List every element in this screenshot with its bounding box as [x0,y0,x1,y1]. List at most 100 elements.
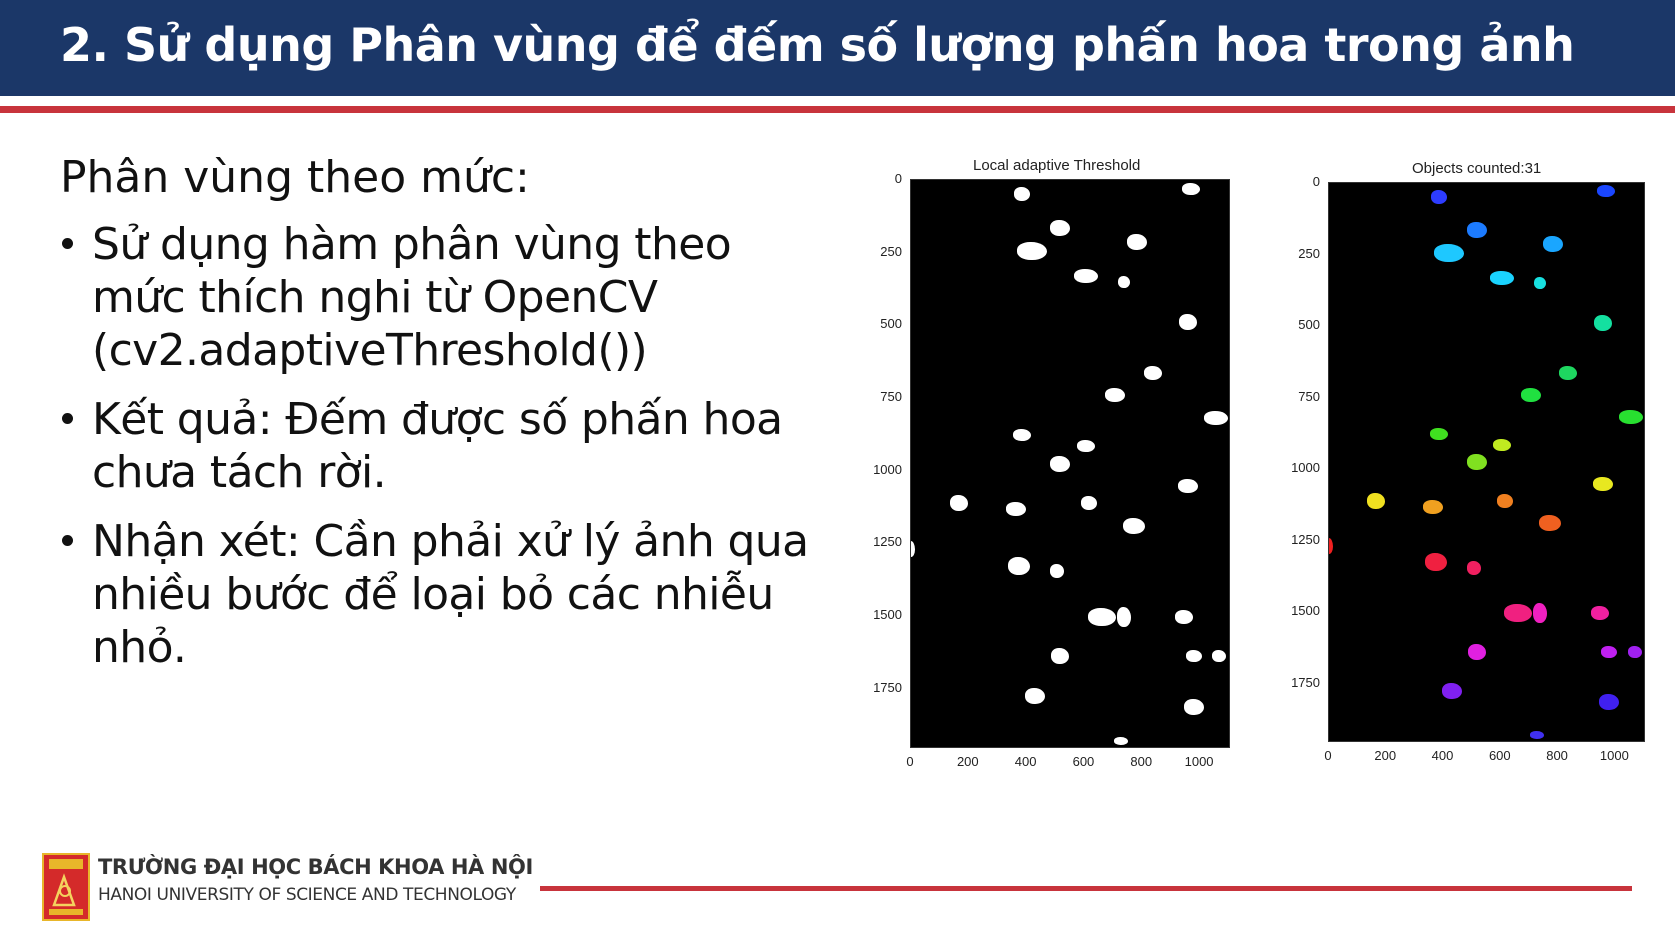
pollen-blob [1175,609,1194,624]
title-divider-white [0,96,1675,106]
pollen-blob [1559,365,1578,380]
y-tick-label: 750 [880,389,902,405]
pollen-blob [1178,313,1197,330]
pollen-blob [1122,517,1145,534]
pollen-blob [1534,277,1547,290]
pollen-blob [1143,365,1162,380]
bullet-line: mức thích nghi từ OpenCV [92,272,658,323]
pollen-blob [1422,499,1443,514]
y-tick-label: 1000 [873,461,902,477]
university-name-vi: TRƯỜNG ĐẠI HỌC BÁCH KHOA HÀ NỘI [98,855,533,879]
pollen-blob [1186,650,1203,663]
y-tick-label: 1250 [873,534,902,550]
y-tick-label: 1750 [1291,674,1320,690]
y-tick-label: 500 [1298,317,1320,333]
y-tick-label: 0 [894,171,902,186]
pollen-blob [1204,411,1229,426]
bullet-item: Nhận xét: Cần phải xử lý ảnh qua nhiều b… [60,515,820,674]
y-tick-label: 1250 [1291,531,1320,547]
pollen-blob [1008,556,1031,575]
pollen-blob [1016,241,1047,260]
pollen-blob [1117,606,1132,627]
bullet-line: Nhận xét: Cần phải xử lý ảnh qua [92,516,809,567]
footer-divider [540,886,1632,891]
pollen-blob [1627,645,1642,658]
pollen-blob [1050,220,1071,237]
pollen-blob [1212,650,1227,663]
pollen-blob [1441,682,1462,699]
pollen-blob [1081,496,1098,511]
x-tick-label: 200 [1374,748,1397,763]
pollen-blob [1597,185,1616,198]
x-tick-label: 600 [1072,754,1095,769]
pollen-blob [1542,236,1563,253]
pollen-blob [1497,494,1514,509]
pollen-blob [1529,731,1544,740]
labeled-objects-image [1328,182,1645,742]
pollen-blob [1601,645,1618,658]
bullet-line: (cv2.adaptiveThreshold()) [92,325,648,376]
pollen-blob [1118,276,1131,289]
bullet-line: Kết quả: Đếm được số phấn hoa [92,394,783,445]
pollen-blob [1087,607,1116,626]
pollen-blob [1466,561,1481,576]
bullet-line: chưa tách rời. [92,447,387,498]
x-tick-label: 400 [1014,754,1037,769]
university-name-en: HANOI UNIVERSITY OF SCIENCE AND TECHNOLO… [98,885,516,905]
pollen-blob [1126,234,1147,251]
threshold-plot: Local adaptive Threshold 0 250 500 750 1000 1… [850,155,1240,775]
pollen-blob [911,540,915,557]
intro-heading: Phân vùng theo mức: [60,152,530,203]
y-tick-label: 1500 [873,607,902,623]
bullet-list: Sử dụng hàm phân vùng theo mức thích ngh… [60,218,820,690]
x-tick-label: 1000 [1184,754,1214,769]
x-tick-label: 800 [1546,748,1568,763]
pollen-blob [1431,189,1448,204]
pollen-blob [1533,602,1548,623]
pollen-blob [1433,243,1464,262]
pollen-blob [1538,515,1561,532]
slide-title: 2. Sử dụng Phân vùng để đếm số lượng phấ… [60,18,1575,72]
pollen-blob [1073,269,1098,284]
pollen-blob [1184,699,1205,716]
bullet-line: Sử dụng hàm phân vùng theo [92,219,732,270]
y-tick-label: 500 [880,316,902,332]
pollen-blob [1425,553,1448,572]
pollen-blob [1520,388,1541,403]
pollen-blob [1050,455,1071,472]
y-tick-label: 0 [1312,174,1320,189]
pollen-blob [1181,182,1200,195]
x-tick-label: 0 [906,754,914,769]
pollen-blob [1619,410,1644,425]
pollen-blob [1013,429,1032,442]
pollen-blob [1329,537,1333,554]
university-logo [42,853,90,921]
pollen-blob [1468,643,1487,660]
title-bar: 2. Sử dụng Phân vùng để đếm số lượng phấ… [0,0,1675,96]
x-tick-label: 800 [1130,754,1153,769]
bullet-line: nhỏ. [92,622,187,673]
pollen-blob [1025,687,1046,704]
y-tick-label: 1000 [1291,460,1320,476]
pollen-blob [1590,605,1609,620]
pollen-blob [1490,270,1515,285]
pollen-blob [1104,388,1125,403]
bullet-line: nhiều bước để loại bỏ các nhiễu [92,569,774,620]
pollen-blob [1467,222,1488,239]
x-tick-label: 1000 [1599,748,1629,763]
pollen-blob [1599,693,1620,710]
pollen-blob [1504,603,1532,622]
pollen-blob [1005,501,1026,516]
bullet-item: Kết quả: Đếm được số phấn hoa chưa tách … [60,393,820,499]
pollen-blob [1050,564,1065,579]
bullet-dot-icon [62,413,73,424]
y-tick-label: 1750 [873,679,902,695]
y-tick-label: 250 [880,243,902,259]
x-tick-label: 400 [1431,748,1454,763]
pollen-blob [1467,454,1488,470]
plot-title: Objects counted:31 [1412,160,1542,177]
pollen-blob [1367,493,1386,510]
objects-counted-plot: Objects counted:31 0 250 500 750 1000 1250 150… [1268,158,1658,778]
y-tick-label: 750 [1298,388,1320,404]
x-tick-label: 600 [1488,748,1511,763]
